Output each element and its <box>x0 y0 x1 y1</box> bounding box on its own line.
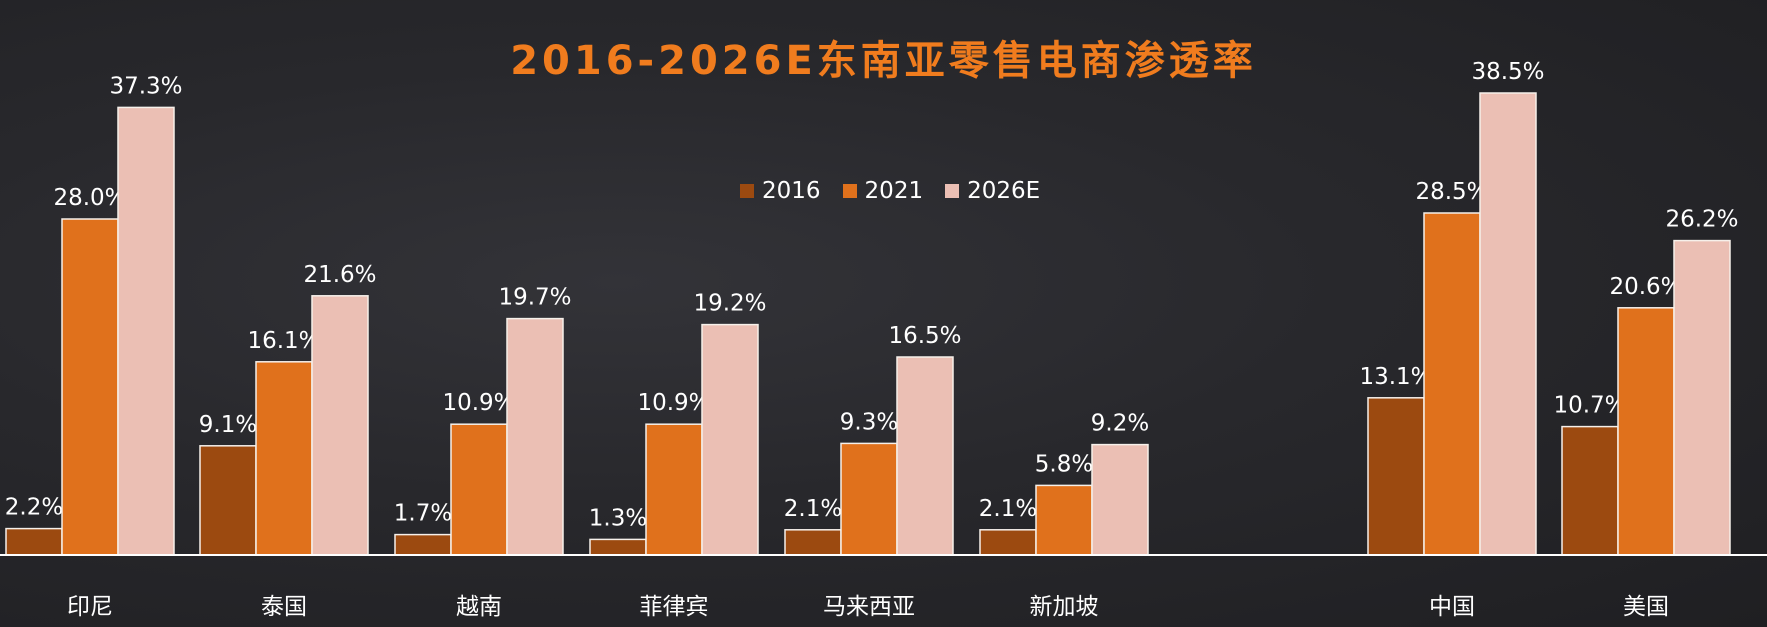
bar-zhongguo-2016 <box>1367 397 1425 556</box>
bar-xinjiapo-2016 <box>979 529 1037 556</box>
bar-meiguo-2016 <box>1561 425 1619 556</box>
data-label-xinjiapo-2016: 2.1% <box>979 496 1037 522</box>
category-label-yinni: 印尼 <box>67 594 113 620</box>
data-label-meiguo-2016: 10.7% <box>1553 393 1626 419</box>
data-label-feilvbin-2021: 10.9% <box>637 390 710 416</box>
legend-item-2021: 2021 <box>842 178 924 204</box>
data-label-yinni-2021: 28.0% <box>53 185 126 211</box>
data-label-malaixiya-2026e: 16.5% <box>888 323 961 349</box>
bar-feilvbin-2026e <box>701 323 759 556</box>
data-label-malaixiya-2021: 9.3% <box>840 409 898 435</box>
bar-zhongguo-2021 <box>1423 212 1481 556</box>
legend-item-2026e: 2026E <box>945 178 1040 204</box>
data-label-xinjiapo-2026e: 9.2% <box>1091 411 1149 437</box>
data-label-zhongguo-2021: 28.5% <box>1415 179 1488 205</box>
bar-zhongguo-2026e <box>1479 92 1537 556</box>
bar-yuenan-2021 <box>450 423 508 556</box>
data-label-yuenan-2021: 10.9% <box>442 390 515 416</box>
bar-taiguo-2021 <box>255 361 313 556</box>
bar-malaixiya-2021 <box>840 442 898 556</box>
data-label-xinjiapo-2021: 5.8% <box>1035 451 1093 477</box>
bar-taiguo-2026e <box>311 295 369 556</box>
data-label-yinni-2026e: 37.3% <box>109 73 182 99</box>
data-label-yinni-2016: 2.2% <box>5 495 63 521</box>
data-label-taiguo-2026e: 21.6% <box>303 262 376 288</box>
data-label-feilvbin-2026e: 19.2% <box>693 291 766 317</box>
data-label-malaixiya-2016: 2.1% <box>784 496 842 522</box>
data-label-yuenan-2026e: 19.7% <box>498 285 571 311</box>
data-label-meiguo-2021: 20.6% <box>1609 274 1682 300</box>
data-label-feilvbin-2016: 1.3% <box>589 505 647 531</box>
data-label-zhongguo-2016: 13.1% <box>1359 364 1432 390</box>
bar-yuenan-2016 <box>394 533 452 556</box>
legend-label-2016: 2016 <box>762 178 821 204</box>
category-label-zhongguo: 中国 <box>1429 594 1475 620</box>
category-label-taiguo: 泰国 <box>261 594 307 620</box>
legend-swatch-2026e <box>945 184 960 198</box>
bar-yuenan-2026e <box>506 317 564 556</box>
bar-meiguo-2021 <box>1617 307 1675 556</box>
category-label-malaixiya: 马来西亚 <box>823 594 915 620</box>
bar-xinjiapo-2026e <box>1091 443 1149 556</box>
category-label-meiguo: 美国 <box>1623 594 1669 620</box>
data-label-yuenan-2016: 1.7% <box>394 501 452 527</box>
bar-feilvbin-2016 <box>589 538 647 556</box>
bar-yinni-2016 <box>5 527 63 556</box>
category-label-feilvbin: 菲律宾 <box>640 594 709 620</box>
legend-label-2021: 2021 <box>864 178 924 204</box>
legend-item-2016: 2016 <box>740 178 821 204</box>
chart-legend: 2016 2021 2026E <box>740 178 1062 204</box>
bar-feilvbin-2021 <box>645 423 703 556</box>
bar-meiguo-2026e <box>1673 239 1731 556</box>
data-label-taiguo-2016: 9.1% <box>199 412 257 438</box>
chart-title: 2016-2026E东南亚零售电商渗透率 <box>510 38 1257 84</box>
category-label-xinjiapo: 新加坡 <box>1030 594 1099 620</box>
legend-swatch-2016 <box>740 184 754 198</box>
data-label-zhongguo-2026e: 38.5% <box>1471 59 1544 85</box>
bar-yinni-2026e <box>117 106 175 556</box>
legend-swatch-2021 <box>842 184 857 198</box>
bar-taiguo-2016 <box>199 445 257 556</box>
bar-malaixiya-2016 <box>784 529 842 556</box>
data-label-taiguo-2021: 16.1% <box>247 328 320 354</box>
category-label-yuenan: 越南 <box>456 594 502 620</box>
data-label-meiguo-2026e: 26.2% <box>1665 207 1738 233</box>
bar-xinjiapo-2021 <box>1035 484 1093 556</box>
legend-label-2026e: 2026E <box>967 178 1041 204</box>
bar-malaixiya-2026e <box>896 356 954 556</box>
bar-yinni-2021 <box>61 218 119 556</box>
